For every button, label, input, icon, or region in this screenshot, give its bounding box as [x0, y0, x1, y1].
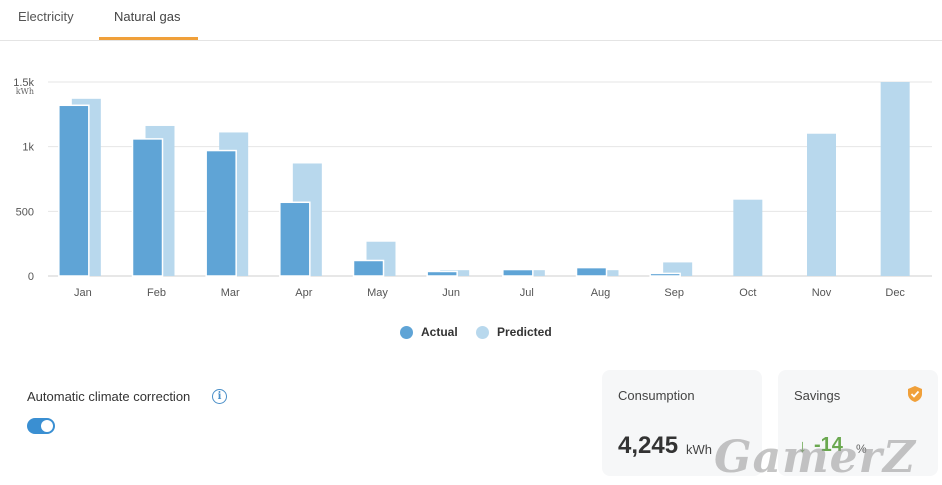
x-tick-label: Aug [591, 287, 611, 299]
x-tick-label: Oct [739, 287, 756, 299]
x-tick-label: Jun [442, 287, 460, 299]
tab-bar: Electricity Natural gas [0, 0, 942, 41]
consumption-value: 4,245 [618, 432, 679, 459]
bar-predicted [880, 82, 910, 276]
bar-actual [352, 259, 385, 277]
x-tick-label: Dec [885, 287, 905, 299]
consumption-unit: kWh [686, 442, 712, 457]
consumption-card: Consumption 4,245 kWh [602, 370, 762, 476]
bar-actual [131, 138, 164, 277]
x-tick-label: Nov [812, 287, 832, 299]
bar-actual [279, 201, 311, 277]
bar-actual [58, 104, 90, 277]
y-tick-label: 1.5k [13, 77, 34, 89]
savings-card: Savings ↓ -14 % [778, 370, 938, 476]
y-unit-label: kWh [16, 87, 34, 96]
bar-actual [426, 270, 458, 277]
climate-correction-toggle[interactable] [27, 418, 55, 434]
y-tick-label: 1k [22, 142, 34, 154]
x-tick-label: Jan [74, 287, 92, 299]
tab-natural-gas[interactable]: Natural gas [114, 9, 181, 24]
info-icon[interactable]: i [212, 389, 227, 404]
legend-actual-swatch [400, 325, 413, 339]
x-tick-label: Apr [295, 287, 312, 299]
x-tick-label: Sep [664, 287, 684, 299]
legend-actual-label: Actual [421, 325, 458, 339]
toggle-knob [41, 420, 53, 432]
savings-unit: % [856, 442, 867, 456]
legend-actual[interactable]: Actual [400, 325, 458, 339]
x-tick-label: Jul [520, 287, 534, 299]
consumption-title: Consumption [618, 388, 695, 403]
x-tick-label: Mar [221, 287, 240, 299]
savings-value: -14 [814, 434, 843, 456]
shield-check-icon [908, 386, 922, 402]
y-tick-label: 500 [16, 206, 34, 218]
legend-predicted-label: Predicted [497, 325, 552, 339]
watermark-logo: GamerZ [714, 432, 916, 483]
tab-electricity[interactable]: Electricity [18, 9, 74, 24]
bar-actual [205, 149, 237, 277]
climate-correction-label: Automatic climate correction [27, 389, 191, 404]
y-tick-label: 0 [28, 271, 34, 283]
bar-predicted [733, 199, 763, 276]
legend-predicted[interactable]: Predicted [476, 325, 552, 339]
bar-actual [502, 268, 534, 277]
bar-actual [649, 272, 681, 277]
bar-predicted [663, 262, 693, 276]
bar-actual [575, 266, 608, 277]
x-tick-label: May [367, 287, 388, 299]
x-tick-label: Feb [147, 287, 166, 299]
arrow-down-icon: ↓ [798, 436, 807, 456]
chart-legend: Actual Predicted [0, 325, 942, 343]
bar-predicted [807, 133, 836, 276]
savings-title: Savings [794, 388, 841, 403]
legend-predicted-swatch [476, 325, 489, 339]
active-tab-indicator [99, 37, 198, 40]
